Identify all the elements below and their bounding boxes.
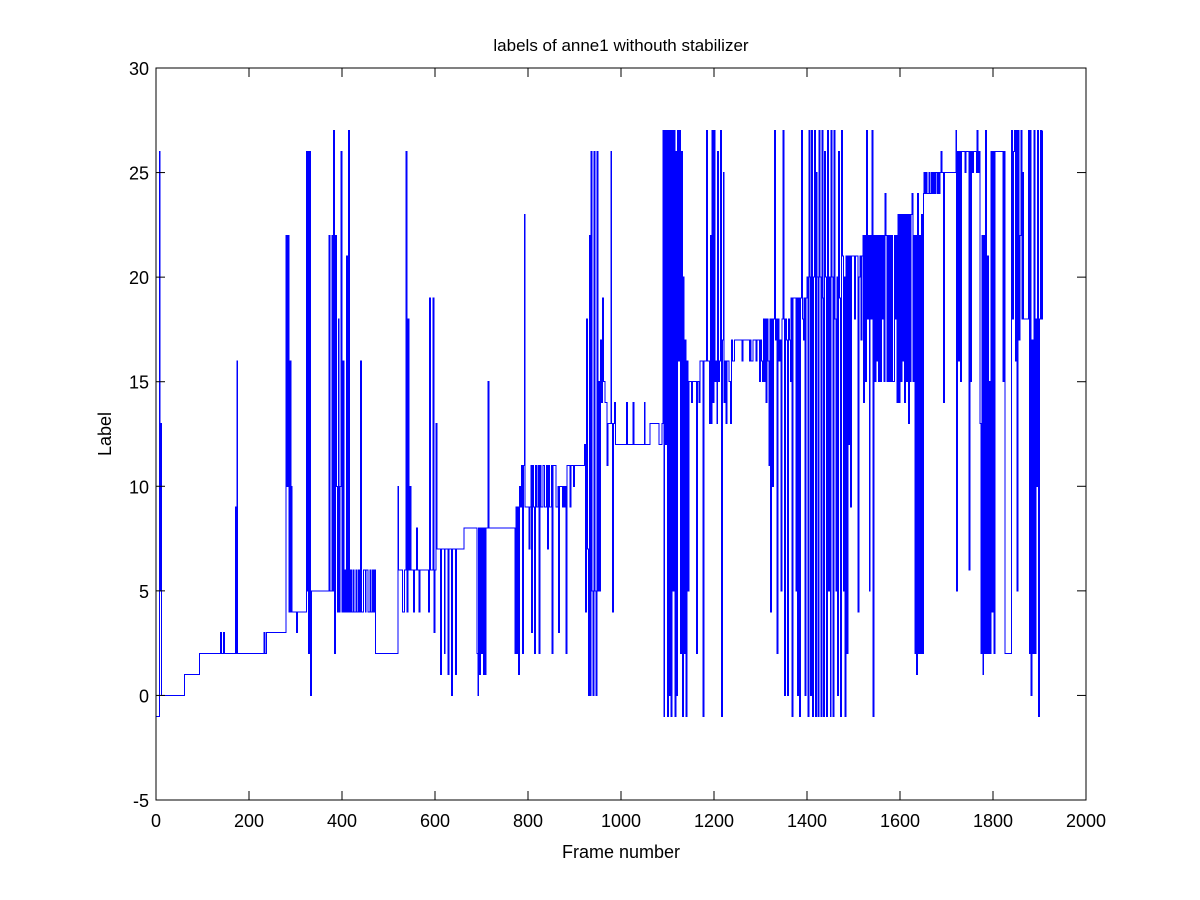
- x-tick-label: 800: [513, 811, 543, 831]
- y-tick-label: 20: [129, 268, 149, 288]
- y-tick-label: 15: [129, 373, 149, 393]
- y-tick-label: 30: [129, 59, 149, 79]
- x-tick-label: 1400: [787, 811, 827, 831]
- ticks-layer: 0 200 400 600 800 1000 1200 1400 1600 1800 2000-50…: [129, 59, 1106, 831]
- x-tick-label: 400: [327, 811, 357, 831]
- y-tick-label: 5: [139, 582, 149, 602]
- x-tick-label: 1800: [973, 811, 1013, 831]
- y-tick-label: 25: [129, 164, 149, 184]
- plot-area: [156, 68, 1086, 800]
- x-axis-title: Frame number: [562, 842, 680, 862]
- y-tick-label: 0: [139, 686, 149, 706]
- y-tick-label: -5: [133, 791, 149, 811]
- y-tick-label: 10: [129, 477, 149, 497]
- x-tick-label: 2000: [1066, 811, 1106, 831]
- x-tick-label: 1600: [880, 811, 920, 831]
- chart-title: labels of anne1 withouth stabilizer: [493, 36, 748, 55]
- y-axis-title: Label: [95, 412, 115, 456]
- x-tick-label: 600: [420, 811, 450, 831]
- series-line-0: [156, 130, 1043, 717]
- x-tick-label: 0: [151, 811, 161, 831]
- x-tick-label: 1000: [601, 811, 641, 831]
- series-layer: [156, 130, 1043, 717]
- x-tick-label: 1200: [694, 811, 734, 831]
- x-tick-label: 200: [234, 811, 264, 831]
